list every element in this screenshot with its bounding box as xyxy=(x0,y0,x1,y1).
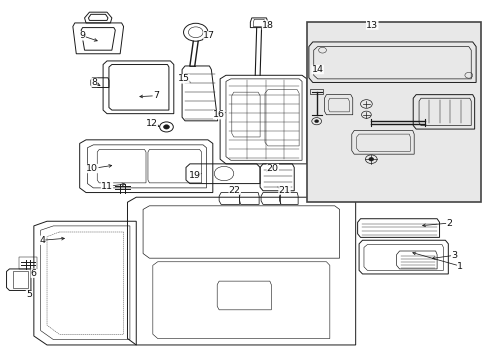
Circle shape xyxy=(314,120,318,123)
Text: 6: 6 xyxy=(31,269,37,278)
Text: 3: 3 xyxy=(450,251,456,260)
Text: 19: 19 xyxy=(188,171,201,180)
Text: 9: 9 xyxy=(80,31,85,40)
Text: 12: 12 xyxy=(145,119,158,128)
Text: 4: 4 xyxy=(39,236,45,245)
Text: 17: 17 xyxy=(203,31,215,40)
Bar xyxy=(306,22,481,202)
Text: 2: 2 xyxy=(446,219,451,228)
Text: 22: 22 xyxy=(228,185,240,194)
Text: 16: 16 xyxy=(213,110,224,119)
Text: 13: 13 xyxy=(366,21,378,30)
Text: 18: 18 xyxy=(262,21,273,30)
Text: 20: 20 xyxy=(266,164,278,173)
Text: 14: 14 xyxy=(311,65,323,74)
Circle shape xyxy=(368,157,373,161)
Text: 1: 1 xyxy=(456,262,462,271)
Text: 21: 21 xyxy=(278,185,290,194)
Text: 11: 11 xyxy=(101,182,113,191)
Circle shape xyxy=(163,125,169,129)
Text: 15: 15 xyxy=(177,75,189,84)
Text: 7: 7 xyxy=(152,91,159,100)
Text: 10: 10 xyxy=(86,164,98,173)
Text: 8: 8 xyxy=(91,78,97,87)
Text: 5: 5 xyxy=(26,290,32,299)
